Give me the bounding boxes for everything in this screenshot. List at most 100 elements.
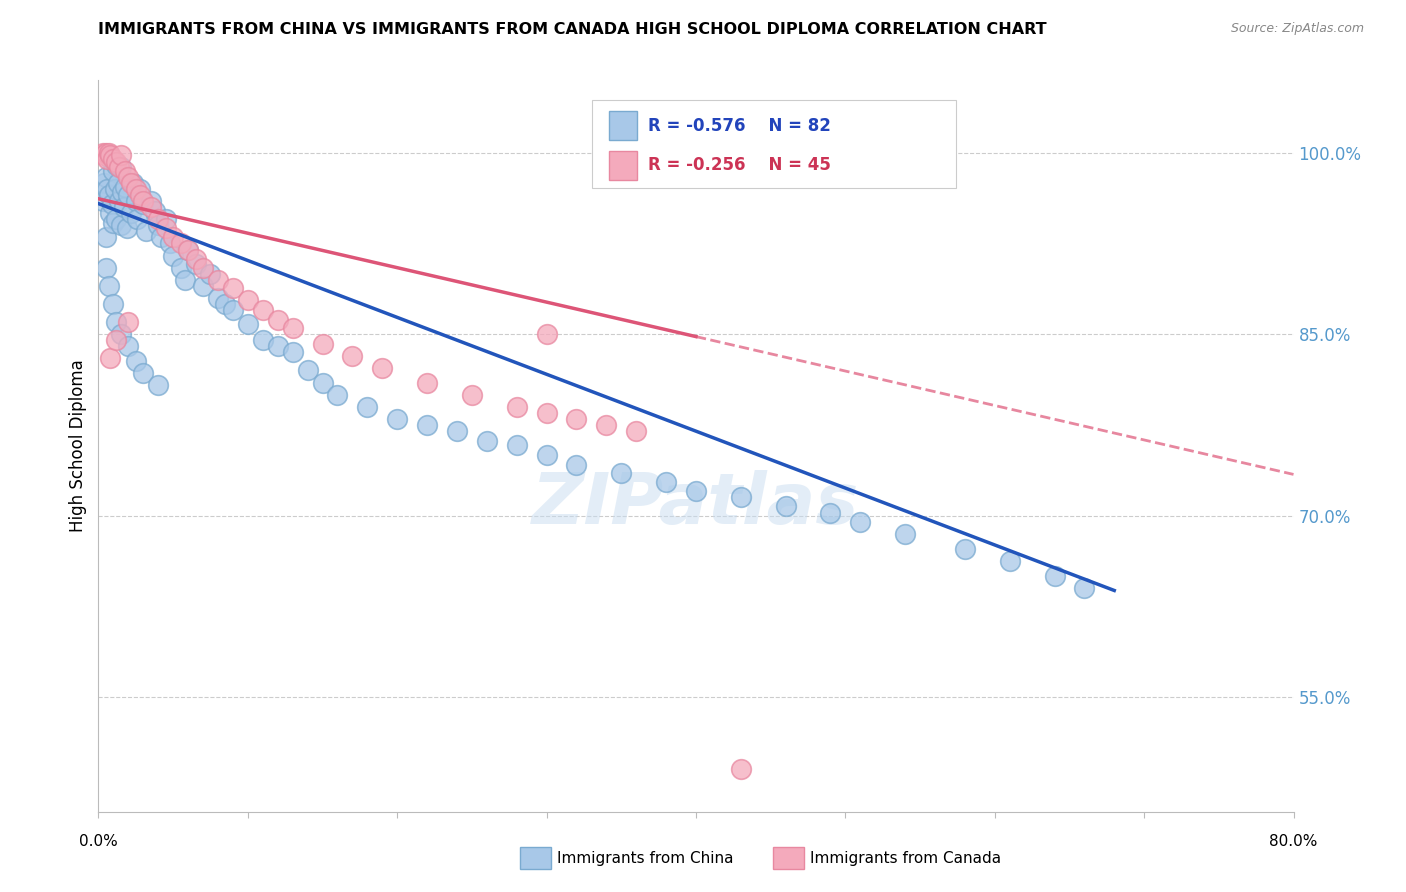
Point	[169, 260, 191, 275]
Point	[108, 161, 131, 175]
Point	[506, 438, 529, 452]
Point	[371, 361, 394, 376]
Point	[104, 182, 127, 196]
Point	[214, 297, 236, 311]
Point	[100, 148, 122, 162]
Point	[148, 219, 170, 233]
Point	[177, 243, 200, 257]
Point	[110, 161, 132, 175]
Point	[565, 458, 588, 472]
Point	[132, 196, 155, 211]
Point	[775, 499, 797, 513]
Point	[91, 194, 114, 209]
Point	[143, 203, 166, 218]
Text: 0.0%: 0.0%	[79, 834, 118, 849]
Y-axis label: High School Diploma: High School Diploma	[69, 359, 87, 533]
Point	[100, 351, 122, 366]
Point	[97, 188, 120, 202]
Point	[184, 252, 207, 267]
Point	[105, 333, 128, 347]
Point	[174, 273, 197, 287]
Point	[191, 278, 214, 293]
Point	[103, 164, 125, 178]
Point	[132, 194, 155, 209]
Point	[94, 169, 117, 184]
Point	[94, 260, 117, 275]
Point	[125, 353, 148, 368]
Point	[730, 763, 752, 777]
Point	[191, 260, 214, 275]
Point	[297, 363, 319, 377]
Point	[207, 273, 229, 287]
Point	[894, 526, 917, 541]
Point	[252, 333, 274, 347]
Point	[91, 145, 114, 160]
Point	[252, 303, 274, 318]
Point	[117, 169, 139, 184]
Point	[953, 542, 976, 557]
Point	[356, 400, 378, 414]
Point	[200, 267, 222, 281]
Point	[94, 230, 117, 244]
Point	[222, 303, 245, 318]
Point	[94, 145, 117, 160]
Point	[536, 406, 558, 420]
Point	[105, 212, 128, 227]
Point	[311, 336, 333, 351]
Text: Immigrants from Canada: Immigrants from Canada	[810, 851, 1001, 865]
Point	[148, 378, 170, 392]
Point	[115, 220, 138, 235]
Point	[610, 466, 633, 480]
Point	[281, 321, 304, 335]
Point	[135, 224, 157, 238]
Point	[162, 230, 184, 244]
Point	[326, 387, 349, 401]
Point	[132, 366, 155, 380]
Point	[105, 158, 128, 172]
Point	[111, 185, 134, 199]
Point	[849, 515, 872, 529]
Point	[117, 339, 139, 353]
Point	[236, 293, 259, 308]
Point	[125, 182, 148, 196]
Point	[110, 219, 132, 233]
Point	[139, 194, 162, 209]
Text: R = -0.576    N = 82: R = -0.576 N = 82	[648, 117, 831, 135]
Point	[342, 349, 364, 363]
Point	[120, 206, 142, 220]
Point	[162, 249, 184, 263]
Point	[93, 176, 115, 190]
Text: Source: ZipAtlas.com: Source: ZipAtlas.com	[1230, 22, 1364, 36]
Point	[127, 212, 149, 227]
Text: 80.0%: 80.0%	[1270, 834, 1317, 849]
Point	[446, 424, 468, 438]
Point	[169, 236, 191, 251]
Point	[110, 148, 132, 162]
Point	[655, 475, 678, 489]
Point	[416, 376, 439, 390]
Point	[150, 230, 173, 244]
Point	[114, 179, 136, 194]
Point	[267, 339, 290, 353]
Point	[177, 243, 200, 257]
Point	[820, 506, 842, 520]
Point	[730, 491, 752, 505]
Point	[207, 291, 229, 305]
Point	[117, 188, 139, 202]
Point	[110, 327, 132, 342]
Text: ZIPatlas: ZIPatlas	[533, 470, 859, 539]
Point	[685, 484, 707, 499]
Point	[96, 152, 118, 166]
Point	[595, 417, 617, 432]
Point	[97, 278, 120, 293]
Point	[1073, 581, 1095, 595]
Text: Immigrants from China: Immigrants from China	[557, 851, 734, 865]
Text: R = -0.256    N = 45: R = -0.256 N = 45	[648, 156, 831, 174]
Point	[101, 196, 124, 211]
Point	[114, 164, 136, 178]
Point	[475, 434, 498, 448]
Point	[112, 200, 135, 214]
Point	[536, 448, 558, 462]
Point	[416, 417, 439, 432]
Point	[998, 554, 1021, 568]
